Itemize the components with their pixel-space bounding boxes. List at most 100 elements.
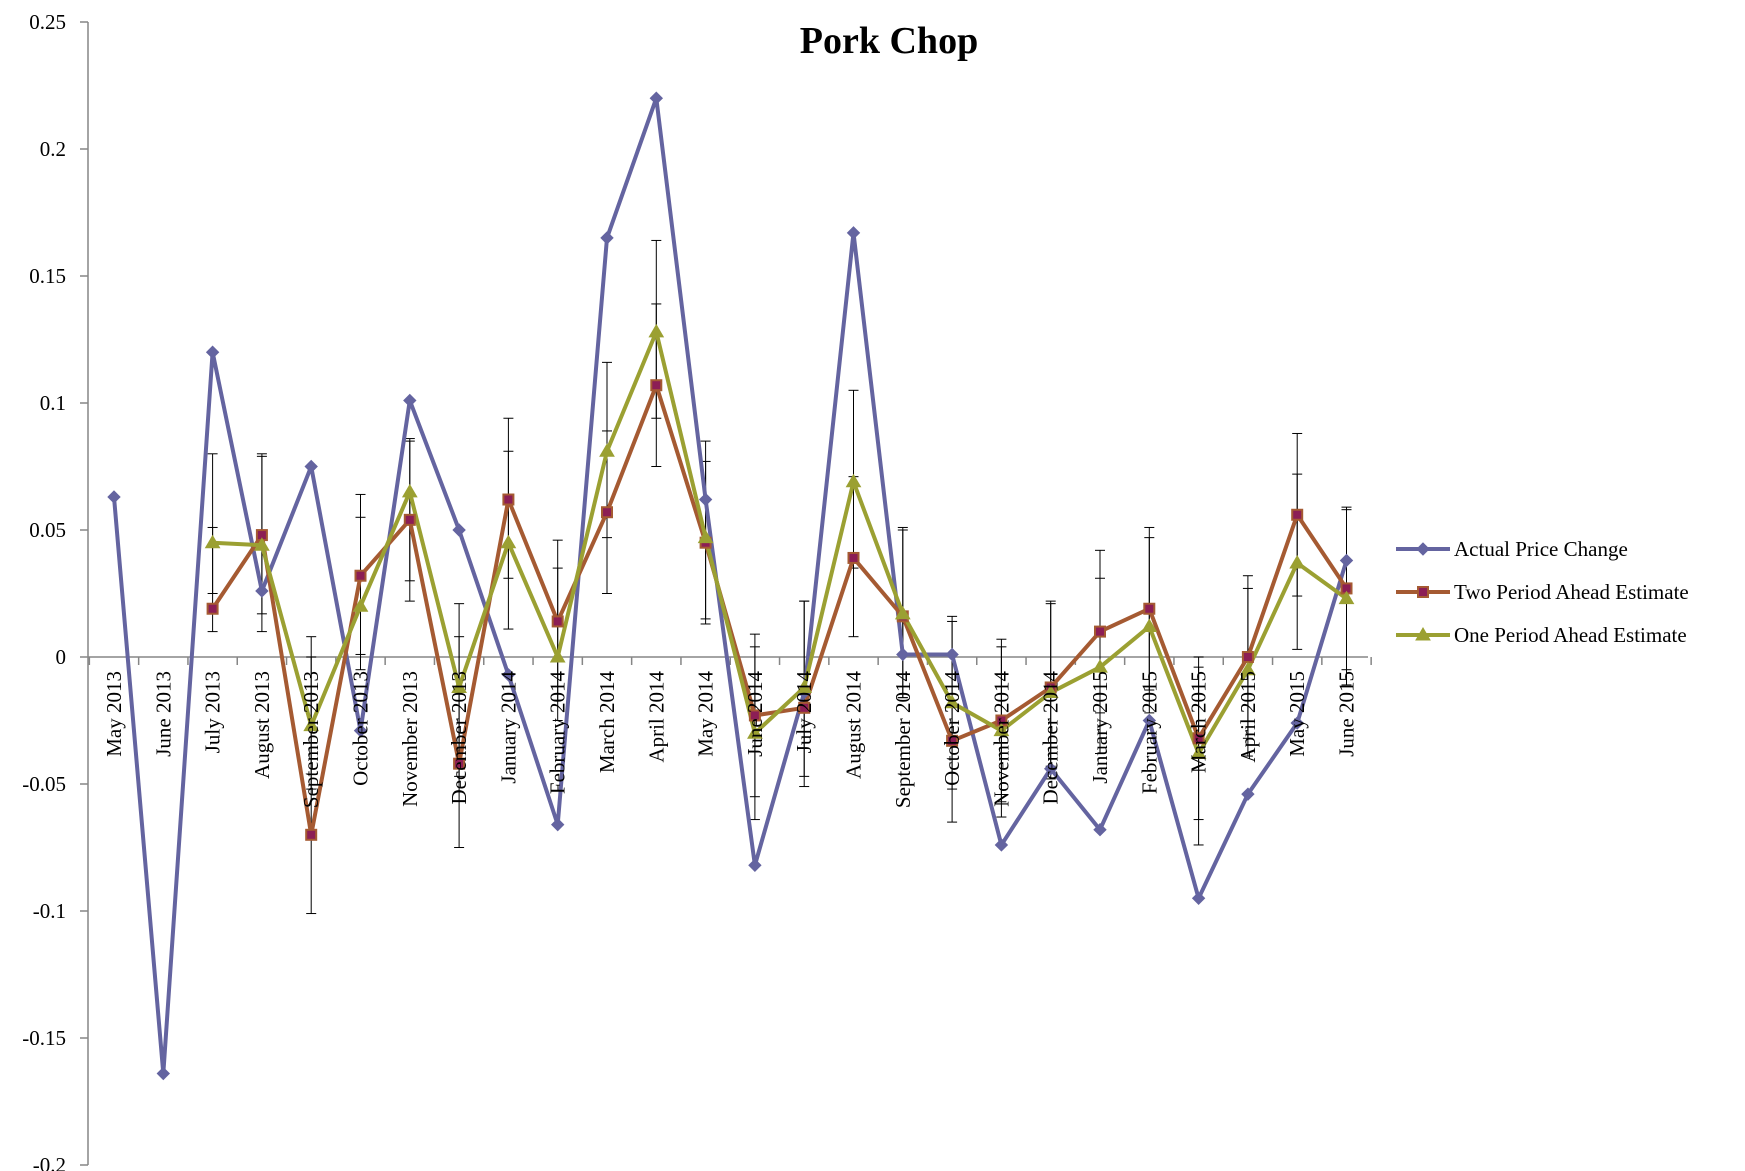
data-point-actual-price-change xyxy=(304,459,318,474)
data-point-two-period-ahead-estimate xyxy=(403,513,416,526)
data-point-one-period-ahead-estimate xyxy=(599,443,615,457)
data-point-two-period-ahead-estimate xyxy=(798,701,811,714)
data-point-actual-price-change xyxy=(1290,716,1304,730)
x-category-label: August 2013 xyxy=(250,671,274,779)
data-point-two-period-ahead-estimate xyxy=(1094,625,1106,638)
legend-label-one-period-ahead-estimate: One Period Ahead Estimate xyxy=(1454,623,1687,647)
data-point-one-period-ahead-estimate xyxy=(1092,659,1108,673)
data-point-one-period-ahead-estimate xyxy=(894,605,911,620)
data-point-two-period-ahead-estimate xyxy=(354,569,367,582)
y-tick-label: 0.05 xyxy=(29,518,66,542)
x-category-label: July 2013 xyxy=(201,671,225,753)
data-point-one-period-ahead-estimate xyxy=(1190,745,1207,760)
data-point-actual-price-change xyxy=(205,345,220,359)
series-markers xyxy=(107,91,1355,1081)
data-point-one-period-ahead-estimate xyxy=(648,323,665,338)
series-lines xyxy=(112,96,1349,1076)
data-point-one-period-ahead-estimate xyxy=(254,537,270,551)
x-category-label: April 2014 xyxy=(644,671,668,763)
y-tick-label: -0.15 xyxy=(22,1026,66,1050)
x-category-label: March 2014 xyxy=(595,671,619,774)
data-point-actual-price-change xyxy=(403,393,417,408)
data-point-one-period-ahead-estimate xyxy=(796,679,813,693)
legend: Actual Price Change Two Period Ahead Esti… xyxy=(1396,537,1689,647)
data-point-actual-price-change xyxy=(1093,823,1107,837)
data-point-actual-price-change xyxy=(501,668,516,682)
data-point-one-period-ahead-estimate xyxy=(401,483,418,498)
x-category-label: January 2015 xyxy=(1088,671,1112,784)
data-point-actual-price-change xyxy=(698,492,713,507)
data-point-actual-price-change xyxy=(748,858,762,872)
data-point-actual-price-change xyxy=(600,231,614,245)
x-category-label: October 2014 xyxy=(940,671,964,786)
data-point-actual-price-change xyxy=(945,647,959,662)
data-point-one-period-ahead-estimate xyxy=(993,722,1010,737)
legend-marker-two-period-ahead-estimate xyxy=(1417,586,1429,598)
data-point-one-period-ahead-estimate xyxy=(1042,684,1059,699)
x-category-label: March 2015 xyxy=(1187,671,1211,773)
x-category-label: December 2014 xyxy=(1039,671,1063,805)
x-category-label: December 2013 xyxy=(447,671,471,805)
data-point-two-period-ahead-estimate xyxy=(305,828,318,841)
x-category-label: February 2015 xyxy=(1137,671,1161,794)
x-category-label: June 2013 xyxy=(151,671,175,757)
error-bars xyxy=(207,239,1352,915)
x-category-label: July 2014 xyxy=(792,671,816,754)
data-point-two-period-ahead-estimate xyxy=(748,709,761,722)
legend-marker-one-period-ahead-estimate xyxy=(1415,627,1431,641)
data-point-actual-price-change xyxy=(1339,553,1354,568)
category-labels: May 2013 June 2013 July 2013 August 2013 Sep… xyxy=(102,671,1359,809)
y-tick-label: 0 xyxy=(56,645,67,669)
data-point-actual-price-change xyxy=(1241,787,1255,801)
y-tick-label: 0.25 xyxy=(29,10,66,34)
x-category-label: October 2013 xyxy=(349,671,373,786)
x-category-label: September 2014 xyxy=(891,671,915,809)
x-category-label: November 2013 xyxy=(398,671,422,807)
data-point-two-period-ahead-estimate xyxy=(206,602,219,615)
data-point-actual-price-change xyxy=(107,490,121,504)
y-tick-label: -0.1 xyxy=(33,899,66,923)
data-point-two-period-ahead-estimate xyxy=(847,551,860,564)
data-point-one-period-ahead-estimate xyxy=(549,649,566,663)
x-category-label: September 2013 xyxy=(299,671,323,808)
data-point-one-period-ahead-estimate xyxy=(747,725,763,739)
x-category-label: November 2014 xyxy=(989,671,1013,807)
data-point-actual-price-change xyxy=(255,584,269,598)
chart-title: Pork Chop xyxy=(800,20,978,62)
series-line-one-period-ahead-estimate xyxy=(212,329,1348,756)
data-point-actual-price-change xyxy=(649,91,664,105)
x-category-label: June 2014 xyxy=(743,671,767,757)
legend-marker-actual-price-change xyxy=(1416,542,1430,556)
y-tick-label: -0.2 xyxy=(33,1153,66,1171)
data-point-two-period-ahead-estimate xyxy=(946,734,959,747)
legend-label-two-period-ahead-estimate: Two Period Ahead Estimate xyxy=(1454,580,1689,604)
data-point-actual-price-change xyxy=(846,226,861,240)
data-point-one-period-ahead-estimate xyxy=(204,534,221,549)
data-point-actual-price-change xyxy=(452,523,466,537)
data-point-two-period-ahead-estimate xyxy=(502,493,515,506)
x-category-label: January 2014 xyxy=(496,671,520,784)
data-point-two-period-ahead-estimate xyxy=(453,757,466,770)
y-axis: 0.25 0.2 0.15 0.1 0.05 0 -0.05 -0.1 -0.15 -0.2 xyxy=(22,10,89,1171)
y-tick-label: 0.1 xyxy=(40,391,66,415)
data-point-one-period-ahead-estimate xyxy=(1289,555,1306,569)
data-point-two-period-ahead-estimate xyxy=(551,615,564,628)
data-point-two-period-ahead-estimate xyxy=(1291,508,1304,521)
legend-label-actual-price-change: Actual Price Change xyxy=(1454,537,1628,561)
data-point-actual-price-change xyxy=(156,1066,171,1081)
series-line-two-period-ahead-estimate xyxy=(210,383,1349,837)
data-point-two-period-ahead-estimate xyxy=(1192,732,1205,745)
data-point-actual-price-change xyxy=(1191,891,1206,906)
data-point-actual-price-change xyxy=(994,838,1009,852)
series-line-actual-price-change xyxy=(112,96,1349,1076)
data-point-actual-price-change xyxy=(896,647,910,662)
x-category-label: May 2013 xyxy=(102,671,126,757)
data-point-two-period-ahead-estimate xyxy=(1143,602,1156,615)
x-category-label: February 2014 xyxy=(546,671,570,795)
data-point-actual-price-change xyxy=(353,723,368,738)
data-point-one-period-ahead-estimate xyxy=(303,717,320,732)
data-point-one-period-ahead-estimate xyxy=(697,529,714,544)
x-category-label: April 2015 xyxy=(1236,671,1260,763)
data-point-two-period-ahead-estimate xyxy=(1241,651,1254,663)
